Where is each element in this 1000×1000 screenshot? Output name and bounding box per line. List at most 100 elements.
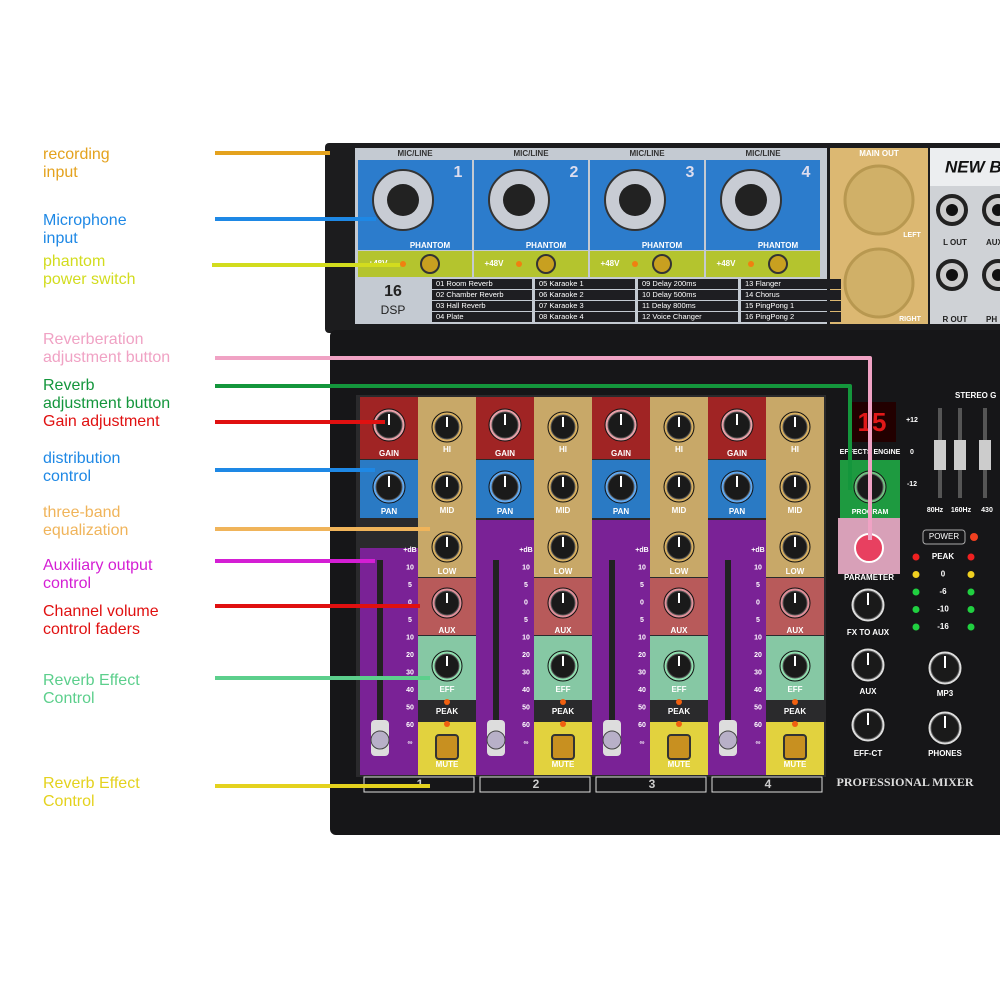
label: 40 — [754, 687, 762, 694]
phantom-button — [652, 254, 672, 274]
label: 07 Karaoke 3 — [539, 301, 584, 310]
label: PROFESSIONAL MIXER — [836, 775, 973, 789]
label: 60 — [638, 722, 646, 729]
label: 4 — [765, 777, 772, 791]
label: 0 — [756, 599, 760, 606]
label: 60 — [406, 722, 414, 729]
fader-knob — [370, 730, 390, 750]
jack-hole — [992, 269, 1000, 281]
label: 1 — [454, 164, 463, 181]
label: EFF — [555, 685, 570, 694]
label: LOW — [786, 567, 805, 576]
phantom-button — [768, 254, 788, 274]
label: 03 Hall Reverb — [436, 301, 486, 310]
label: 15 PingPong 1 — [745, 301, 794, 310]
xlr-out — [843, 247, 915, 319]
label: 09 Delay 200ms — [642, 279, 696, 288]
callout-label: Gain adjustment — [43, 413, 160, 430]
label: 01 Room Reverb — [436, 279, 493, 288]
channel-number-box — [479, 776, 591, 793]
label: MUTE — [668, 760, 691, 769]
eq-handle — [934, 440, 946, 470]
label: RIGHT — [899, 316, 922, 323]
callout-label: phantom — [43, 253, 105, 270]
label: PHANTOM — [526, 241, 567, 250]
label: 10 — [754, 634, 762, 641]
label: AUX — [671, 626, 689, 635]
callout-line — [215, 356, 872, 540]
label: 50 — [406, 704, 414, 711]
fader-slot — [725, 560, 731, 750]
label: 4 — [802, 164, 811, 181]
mute-led — [676, 721, 682, 727]
label: AUX — [439, 626, 457, 635]
power-led — [970, 533, 978, 541]
channel-number-box — [595, 776, 707, 793]
phantom-led — [632, 261, 638, 267]
label: 20 — [754, 652, 762, 659]
label: MID — [556, 506, 571, 515]
callout-label: Control — [43, 690, 95, 707]
meter-led — [912, 623, 920, 631]
label: 60 — [522, 722, 530, 729]
label: 80Hz — [927, 507, 944, 514]
peak-led — [444, 699, 450, 705]
fader-knob — [718, 730, 738, 750]
label: PHANTOM — [758, 241, 799, 250]
callout-label: adjustment button — [43, 349, 170, 366]
xlr-out — [843, 164, 915, 236]
label: 10 Delay 500ms — [642, 290, 696, 299]
xlr-inner — [387, 184, 419, 216]
label: L OUT — [943, 238, 967, 247]
mute-button — [435, 734, 459, 760]
effect-cell — [432, 290, 532, 300]
label: -16 — [937, 622, 949, 631]
label: STEREO G — [955, 391, 996, 400]
label: 20 — [522, 652, 530, 659]
label: 3 — [649, 777, 656, 791]
label: AUX — [555, 626, 573, 635]
effect-cell — [741, 279, 841, 289]
phantom-led — [400, 261, 406, 267]
label: LOW — [670, 567, 689, 576]
label: +48V — [601, 259, 621, 268]
effect-cell — [741, 312, 841, 322]
label: 5 — [524, 617, 528, 624]
label: -12 — [907, 481, 917, 488]
label: PEAK — [436, 707, 458, 716]
label: GAIN — [379, 449, 399, 458]
label: 5 — [408, 582, 412, 589]
label: GAIN — [727, 449, 747, 458]
label: PEAK — [668, 707, 690, 716]
label: 10 — [638, 634, 646, 641]
label: DSP — [381, 303, 406, 317]
label: PAN — [613, 507, 630, 516]
label: ∞ — [408, 739, 413, 746]
jack-hole — [992, 204, 1000, 216]
label: 10 — [406, 634, 414, 641]
callout-label: Reverb Effect — [43, 672, 140, 689]
label: EFF — [787, 685, 802, 694]
callout-label: control — [43, 575, 91, 592]
effect-cell — [638, 301, 738, 311]
label: GAIN — [495, 449, 515, 458]
callout-label: Channel volume — [43, 603, 159, 620]
label: 04 Plate — [436, 312, 464, 321]
brand-strip — [930, 148, 1000, 186]
label: FX TO AUX — [847, 628, 890, 637]
label: PHONES — [928, 749, 962, 758]
fader-slot — [493, 560, 499, 750]
callout-label: Reverb Effect — [43, 775, 140, 792]
label: PEAK — [784, 707, 806, 716]
label: 06 Karaoke 2 — [539, 290, 584, 299]
label: 2 — [570, 164, 579, 181]
label: EFF — [671, 685, 686, 694]
label: MUTE — [784, 760, 807, 769]
label: PH — [986, 315, 997, 324]
xlr-inner — [619, 184, 651, 216]
label: 0 — [941, 570, 946, 579]
label: 20 — [638, 652, 646, 659]
mute-button — [551, 734, 575, 760]
label: 14 Chorus — [745, 290, 780, 299]
